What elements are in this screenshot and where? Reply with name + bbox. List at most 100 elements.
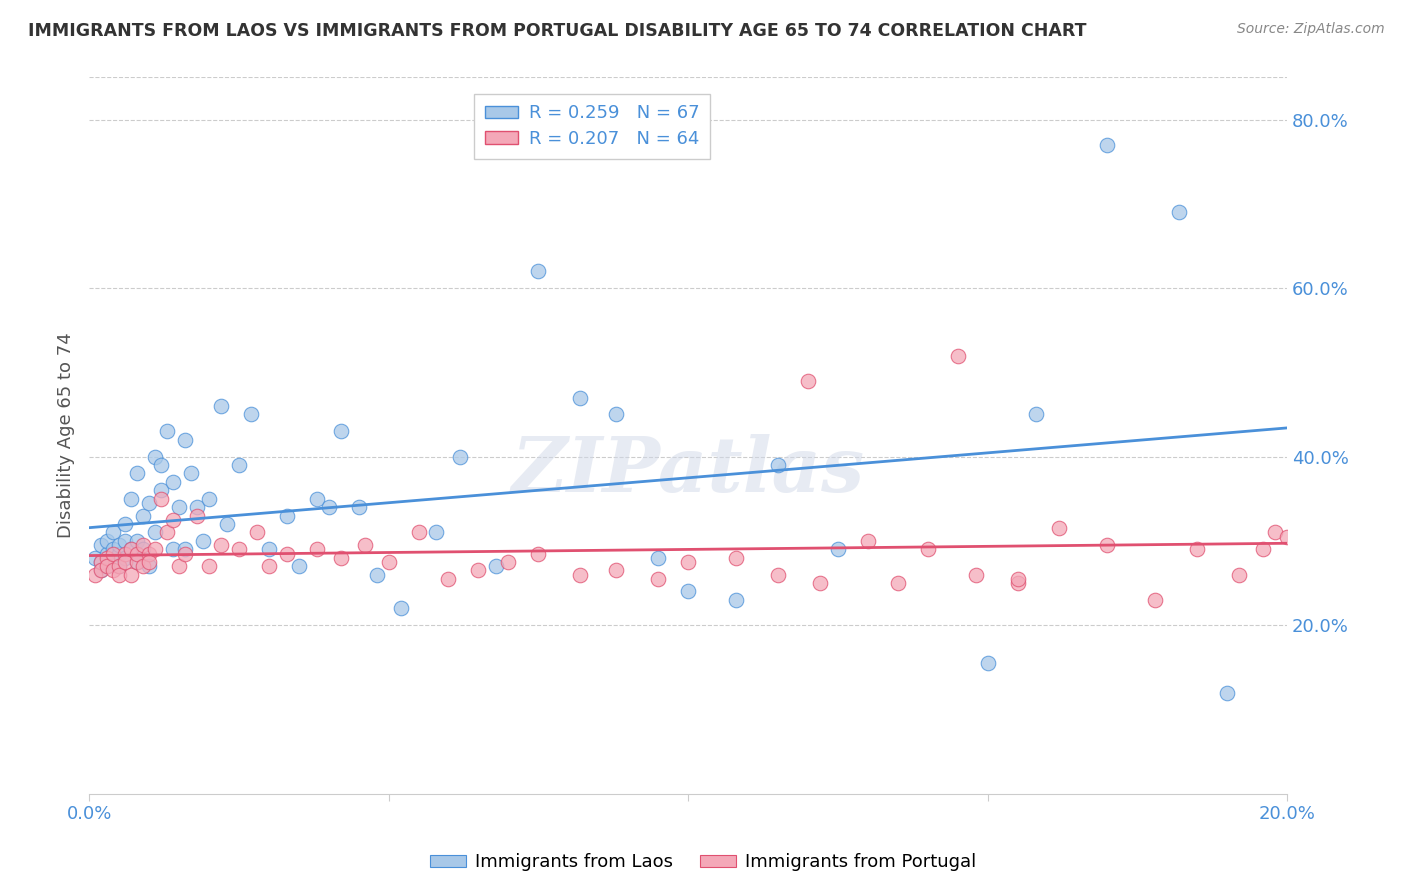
Point xyxy=(143,525,166,540)
Point xyxy=(120,491,142,506)
Text: Source: ZipAtlas.com: Source: ZipAtlas.com xyxy=(1237,22,1385,37)
Point xyxy=(377,555,399,569)
Point xyxy=(114,550,136,565)
Point xyxy=(114,555,136,569)
Point xyxy=(676,584,699,599)
Point xyxy=(215,516,238,531)
Point xyxy=(329,425,352,439)
Point xyxy=(132,542,155,557)
Point xyxy=(198,491,221,506)
Point xyxy=(724,592,747,607)
Point xyxy=(329,550,352,565)
Point xyxy=(125,467,148,481)
Point xyxy=(797,374,820,388)
Point xyxy=(162,513,184,527)
Point xyxy=(946,349,969,363)
Point xyxy=(125,555,148,569)
Point xyxy=(1216,685,1239,699)
Point xyxy=(1227,567,1250,582)
Point xyxy=(239,408,262,422)
Point xyxy=(125,533,148,548)
Point xyxy=(347,500,370,515)
Point xyxy=(437,572,460,586)
Point xyxy=(143,450,166,464)
Point xyxy=(174,542,197,557)
Text: IMMIGRANTS FROM LAOS VS IMMIGRANTS FROM PORTUGAL DISABILITY AGE 65 TO 74 CORRELA: IMMIGRANTS FROM LAOS VS IMMIGRANTS FROM … xyxy=(28,22,1087,40)
Point xyxy=(1187,542,1209,557)
Point xyxy=(808,576,831,591)
Point xyxy=(527,264,550,278)
Point xyxy=(917,542,939,557)
Point xyxy=(1168,205,1191,219)
Point xyxy=(101,542,124,557)
Point xyxy=(366,567,388,582)
Point xyxy=(569,567,592,582)
Point xyxy=(186,508,208,523)
Point xyxy=(120,542,142,557)
Point xyxy=(174,433,197,447)
Point xyxy=(101,525,124,540)
Point xyxy=(120,542,142,557)
Point xyxy=(676,555,699,569)
Point xyxy=(724,550,747,565)
Point xyxy=(84,567,107,582)
Point xyxy=(96,550,118,565)
Point xyxy=(101,563,124,577)
Point xyxy=(856,533,879,548)
Point xyxy=(96,559,118,574)
Point xyxy=(1049,521,1071,535)
Point xyxy=(120,567,142,582)
Point xyxy=(138,559,160,574)
Point xyxy=(605,563,627,577)
Point xyxy=(96,559,118,574)
Point xyxy=(138,555,160,569)
Point xyxy=(209,538,232,552)
Point xyxy=(965,567,987,582)
Point xyxy=(180,467,202,481)
Point xyxy=(318,500,340,515)
Point xyxy=(276,508,298,523)
Point xyxy=(605,408,627,422)
Point xyxy=(125,547,148,561)
Point xyxy=(449,450,471,464)
Point xyxy=(257,542,280,557)
Point xyxy=(138,547,160,561)
Point xyxy=(257,559,280,574)
Point xyxy=(766,567,789,582)
Point xyxy=(276,547,298,561)
Point xyxy=(389,601,412,615)
Y-axis label: Disability Age 65 to 74: Disability Age 65 to 74 xyxy=(58,333,75,539)
Point xyxy=(527,547,550,561)
Point xyxy=(976,656,998,670)
Point xyxy=(90,538,112,552)
Point xyxy=(1275,530,1298,544)
Point xyxy=(1264,525,1286,540)
Point xyxy=(90,563,112,577)
Point xyxy=(228,542,250,557)
Point xyxy=(766,458,789,472)
Point xyxy=(1097,137,1119,152)
Point xyxy=(647,550,669,565)
Point xyxy=(174,547,197,561)
Point xyxy=(167,500,190,515)
Point xyxy=(498,555,520,569)
Point xyxy=(1007,576,1029,591)
Point xyxy=(228,458,250,472)
Point xyxy=(132,559,155,574)
Point xyxy=(96,547,118,561)
Point xyxy=(467,563,489,577)
Point xyxy=(156,525,179,540)
Point xyxy=(1144,592,1167,607)
Point xyxy=(101,547,124,561)
Point xyxy=(162,542,184,557)
Point xyxy=(305,542,328,557)
Point xyxy=(125,555,148,569)
Point xyxy=(1024,408,1046,422)
Point xyxy=(156,425,179,439)
Point xyxy=(138,496,160,510)
Point xyxy=(149,491,172,506)
Point xyxy=(209,399,232,413)
Point xyxy=(108,547,131,561)
Point xyxy=(114,516,136,531)
Point xyxy=(108,559,131,574)
